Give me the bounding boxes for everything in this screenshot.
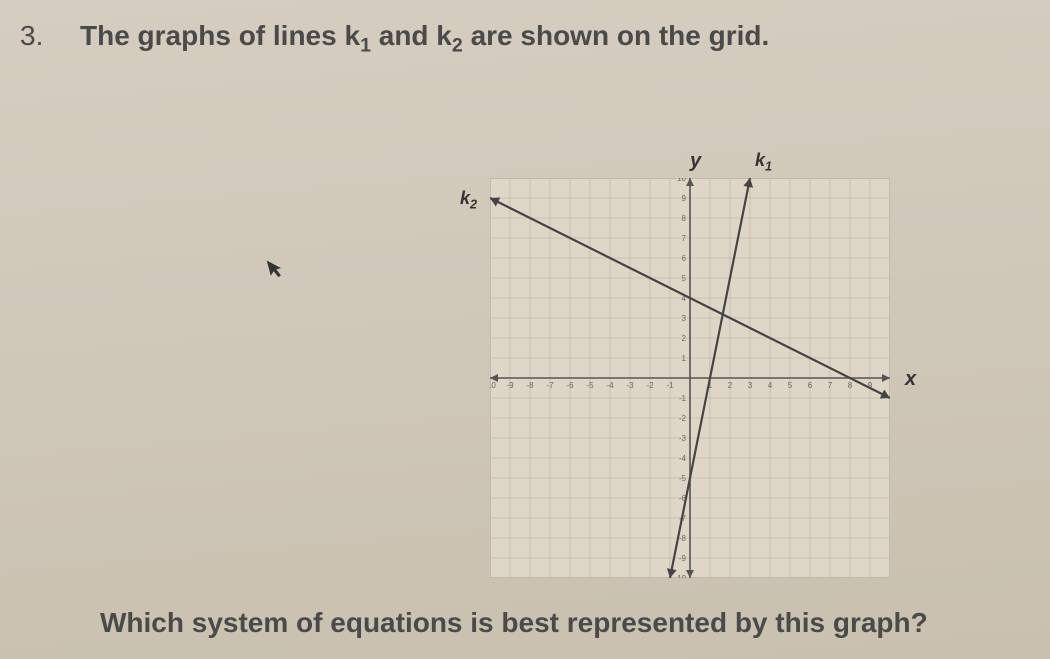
svg-text:6: 6 xyxy=(682,254,687,263)
svg-text:7: 7 xyxy=(682,234,687,243)
svg-text:-10: -10 xyxy=(490,381,496,390)
svg-text:-6: -6 xyxy=(566,381,574,390)
k2-label: k2 xyxy=(460,188,477,212)
svg-text:3: 3 xyxy=(748,381,753,390)
svg-text:-5: -5 xyxy=(586,381,594,390)
svg-text:1: 1 xyxy=(682,354,687,363)
qt-sub-1: 1 xyxy=(360,35,371,57)
graph-svg: -10-9-8-7-6-5-4-3-2-1123456789-10-9-8-7-… xyxy=(490,178,890,578)
svg-text:7: 7 xyxy=(828,381,833,390)
k1-label-text: k xyxy=(755,150,765,170)
svg-text:-9: -9 xyxy=(679,554,687,563)
svg-text:10: 10 xyxy=(677,178,686,183)
svg-text:-4: -4 xyxy=(679,454,687,463)
svg-text:-7: -7 xyxy=(546,381,554,390)
graph: y x k1 k2 -10-9-8-7-6-5-4-3-2-1123456789… xyxy=(490,178,910,578)
svg-text:4: 4 xyxy=(768,381,773,390)
svg-text:-8: -8 xyxy=(679,534,687,543)
qt-sub-2: 2 xyxy=(452,35,463,57)
qt-part-4: are shown on the grid. xyxy=(463,20,769,51)
bottom-question: Which system of equations is best repres… xyxy=(100,607,1030,639)
k2-label-text: k xyxy=(460,188,470,208)
k2-label-sub: 2 xyxy=(470,197,477,211)
svg-text:2: 2 xyxy=(682,334,687,343)
question-number: 3. xyxy=(20,20,60,58)
svg-text:2: 2 xyxy=(728,381,733,390)
svg-text:-3: -3 xyxy=(626,381,634,390)
svg-text:-4: -4 xyxy=(606,381,614,390)
svg-text:8: 8 xyxy=(682,214,687,223)
question-text: The graphs of lines k1 and k2 are shown … xyxy=(80,20,769,58)
svg-text:-9: -9 xyxy=(506,381,514,390)
svg-text:-1: -1 xyxy=(679,394,687,403)
svg-text:-2: -2 xyxy=(679,414,687,423)
cursor-icon xyxy=(267,256,290,287)
svg-text:-10: -10 xyxy=(674,574,686,578)
k1-label: k1 xyxy=(755,150,772,174)
x-axis-label: x xyxy=(905,368,916,391)
svg-text:3: 3 xyxy=(682,314,687,323)
svg-text:-3: -3 xyxy=(679,434,687,443)
svg-text:9: 9 xyxy=(682,194,687,203)
svg-text:-2: -2 xyxy=(646,381,654,390)
svg-text:8: 8 xyxy=(848,381,853,390)
qt-part-2: and k xyxy=(371,20,452,51)
svg-text:-1: -1 xyxy=(666,381,674,390)
svg-text:-8: -8 xyxy=(526,381,534,390)
page: 3. The graphs of lines k1 and k2 are sho… xyxy=(0,0,1050,659)
qt-part-0: The graphs of lines k xyxy=(80,20,360,51)
k1-label-sub: 1 xyxy=(765,159,772,173)
svg-text:5: 5 xyxy=(682,274,687,283)
figure-area: y x k1 k2 -10-9-8-7-6-5-4-3-2-1123456789… xyxy=(0,58,1050,508)
y-axis-label: y xyxy=(690,150,701,173)
svg-text:5: 5 xyxy=(788,381,793,390)
svg-text:6: 6 xyxy=(808,381,813,390)
question-row: 3. The graphs of lines k1 and k2 are sho… xyxy=(0,20,1050,58)
svg-text:-5: -5 xyxy=(679,474,687,483)
